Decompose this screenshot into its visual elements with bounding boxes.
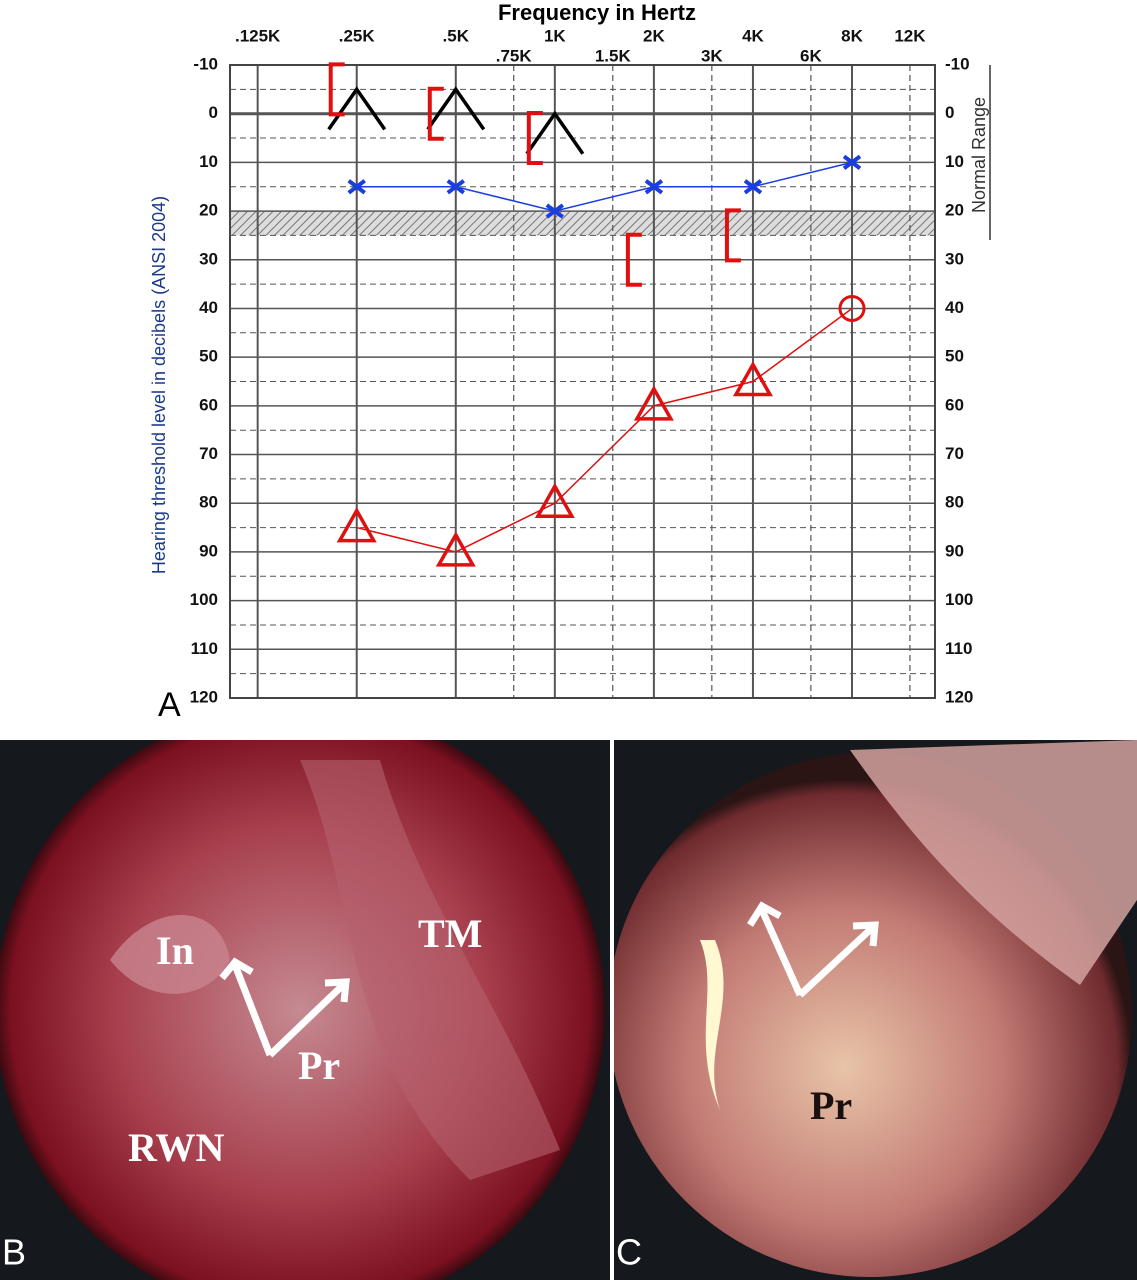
x-tick-label: .75K [496, 46, 533, 65]
y-tick-label: 20 [945, 201, 964, 220]
photo-b: In TM Pr RWN B [0, 740, 610, 1280]
y-tick-label: 0 [945, 103, 954, 122]
y-tick-label: 10 [199, 152, 218, 171]
photo-label: Pr [810, 1083, 852, 1128]
y-tick-label: 10 [945, 152, 964, 171]
x-tick-label: 1K [544, 26, 566, 45]
cross-marker [446, 179, 465, 195]
circle-marker [838, 294, 866, 322]
y-tick-label: 70 [199, 444, 218, 463]
normal-range-label: Normal Range [969, 97, 989, 213]
triangle-marker [534, 482, 575, 518]
y-tick-label: 100 [945, 590, 973, 609]
arrows [747, 901, 879, 998]
x-tick-label: 2K [643, 26, 665, 45]
triangle-marker [336, 507, 377, 543]
cross-marker [347, 179, 366, 195]
tympanic-membrane [850, 740, 1137, 985]
panel-label: A [158, 686, 181, 724]
x-tick-label: 3K [701, 46, 723, 65]
y-tick-label: -10 [945, 54, 970, 73]
bracket-marker [427, 86, 444, 141]
y-tick-label: 30 [199, 249, 218, 268]
x-tick-label: 12K [894, 26, 926, 45]
bracket-marker [526, 111, 543, 166]
x-tick-label: 8K [841, 26, 863, 45]
plot-frame [229, 64, 936, 699]
bracket-marker [625, 232, 642, 287]
photo-label: In [156, 928, 194, 973]
cross-marker [842, 154, 862, 170]
y-tick-label: 90 [945, 541, 964, 560]
y-tick-label: 30 [945, 249, 964, 268]
y-tick-label: 70 [945, 444, 964, 463]
cross-marker [743, 179, 763, 195]
x-tick-label: 6K [800, 46, 822, 65]
y-tick-label: 90 [199, 541, 218, 560]
y-tick-label: -10 [193, 54, 218, 73]
triangle-marker [633, 385, 674, 421]
series-line [356, 307, 853, 553]
y-tick-label: 80 [945, 493, 964, 512]
y-tick-label: 120 [190, 687, 218, 706]
y-tick-label: 0 [209, 103, 218, 122]
y-tick-label: 100 [190, 590, 218, 609]
photo-label: TM [418, 911, 482, 956]
y-tick-label: 110 [191, 639, 218, 658]
y-tick-label: 110 [945, 639, 972, 658]
series-line [356, 161, 853, 212]
caret-marker [525, 110, 585, 155]
x-tick-label: 1.5K [595, 46, 632, 65]
normal-range-band [230, 211, 935, 236]
x-tick-label: .5K [443, 26, 470, 45]
incus [110, 915, 230, 994]
tympanic-membrane [300, 760, 560, 1180]
y-tick-label: 120 [945, 687, 973, 706]
y-tick-label: 80 [199, 493, 218, 512]
reflection [700, 940, 724, 1110]
triangle-marker [435, 531, 476, 567]
y-tick-label: 40 [945, 298, 964, 317]
bracket-marker [724, 208, 741, 263]
x-tick-label: .125K [235, 26, 281, 45]
x-tick-label: .25K [339, 26, 376, 45]
cross-marker [545, 203, 565, 219]
photo-c: Pr C [614, 740, 1137, 1280]
y-tick-label: 50 [945, 347, 964, 366]
caret-marker [426, 86, 486, 131]
y-axis-title: Hearing threshold level in decibels (ANS… [149, 196, 169, 574]
photo-label: RWN [128, 1125, 224, 1170]
y-tick-label: 50 [199, 347, 218, 366]
bracket-marker [328, 62, 345, 117]
x-tick-label: 4K [742, 26, 764, 45]
photo-label: Pr [298, 1043, 340, 1088]
panel-label: B [2, 1232, 26, 1273]
triangle-marker [732, 360, 773, 397]
cross-marker [644, 179, 664, 195]
chart-title: Frequency in Hertz [498, 0, 696, 25]
audiogram: Frequency in Hertz Hearing threshold lev… [149, 0, 991, 724]
y-tick-label: 60 [945, 395, 964, 414]
panel-label: C [616, 1232, 642, 1273]
y-tick-label: 40 [199, 298, 218, 317]
y-tick-label: 20 [199, 201, 218, 220]
y-tick-label: 60 [199, 395, 218, 414]
arrows [219, 957, 350, 1058]
